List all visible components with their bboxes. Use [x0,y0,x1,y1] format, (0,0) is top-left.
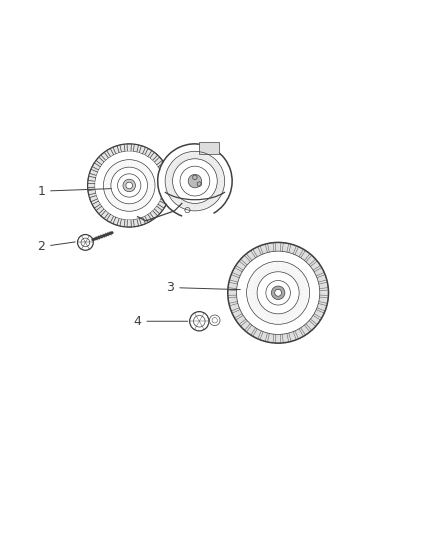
Text: 3: 3 [166,281,240,294]
Wedge shape [159,144,231,215]
Circle shape [272,286,285,300]
FancyBboxPatch shape [199,142,219,154]
Circle shape [275,289,282,296]
Text: 4: 4 [134,315,188,328]
Text: 2: 2 [37,240,75,253]
Circle shape [126,182,133,189]
Circle shape [123,179,135,192]
Text: 1: 1 [37,184,111,198]
Circle shape [237,252,319,334]
Circle shape [188,174,201,188]
Circle shape [95,151,163,220]
